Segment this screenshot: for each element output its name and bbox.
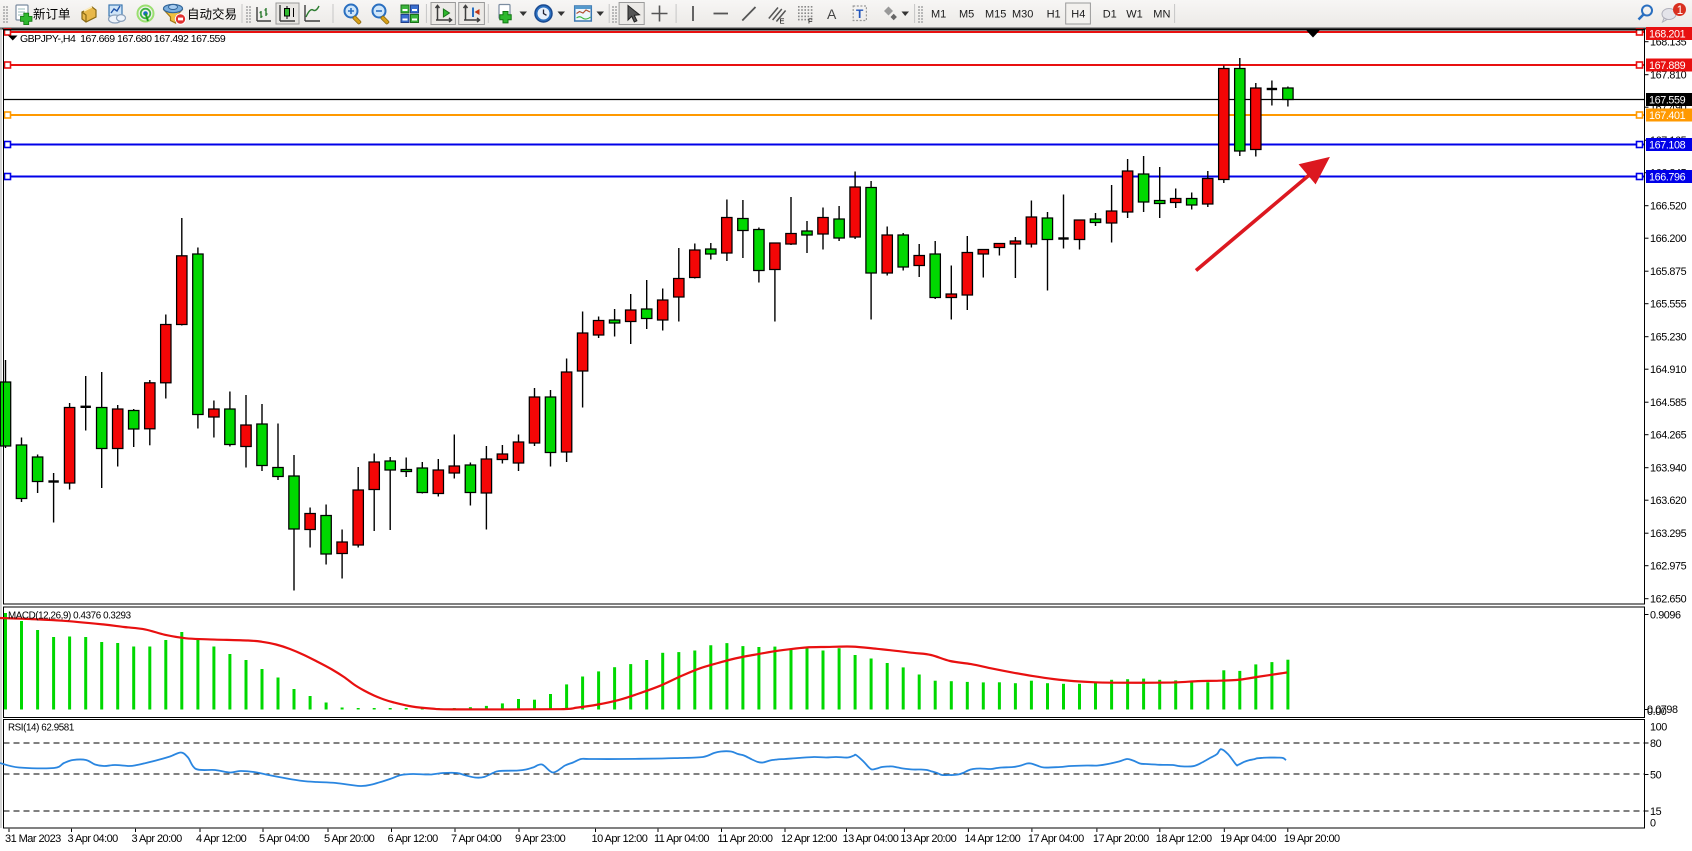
svg-text:M5: M5 [959,9,974,21]
svg-text:163.295: 163.295 [1650,528,1687,540]
svg-text:GBPJPY-,H4 167.669 167.680 16: GBPJPY-,H4 167.669 167.680 167.492 167.5… [20,33,226,45]
svg-text:31 Mar 2023: 31 Mar 2023 [5,833,61,845]
svg-text:RSI(14) 62.9581: RSI(14) 62.9581 [8,723,74,734]
svg-text:17 Apr 20:00: 17 Apr 20:00 [1093,833,1149,845]
svg-text:19 Apr 04:00: 19 Apr 04:00 [1220,833,1276,845]
svg-text:50: 50 [1650,770,1662,782]
svg-text:自动交易: 自动交易 [187,7,237,22]
svg-text:15: 15 [1650,806,1662,818]
svg-text:164.585: 164.585 [1650,397,1687,409]
svg-text:5 Apr 20:00: 5 Apr 20:00 [324,833,375,845]
svg-text:9 Apr 23:00: 9 Apr 23:00 [515,833,566,845]
svg-text:13 Apr 04:00: 13 Apr 04:00 [843,833,899,845]
svg-text:164.910: 164.910 [1650,364,1687,376]
svg-text:0.00: 0.00 [1647,706,1667,718]
svg-text:H4: H4 [1071,9,1085,21]
svg-text:0.9096: 0.9096 [1650,610,1681,622]
svg-text:162.650: 162.650 [1650,594,1687,606]
svg-text:80: 80 [1650,738,1662,750]
svg-text:167.108: 167.108 [1649,140,1686,152]
svg-text:1: 1 [1677,5,1683,17]
svg-text:W1: W1 [1126,9,1143,21]
svg-text:19 Apr 20:00: 19 Apr 20:00 [1284,833,1340,845]
svg-text:163.940: 163.940 [1650,463,1687,475]
svg-text:MACD(12,26,9) 0.4376 0.3293: MACD(12,26,9) 0.4376 0.3293 [8,611,132,622]
svg-text:M1: M1 [931,9,946,21]
svg-text:12 Apr 12:00: 12 Apr 12:00 [781,833,837,845]
svg-text:100: 100 [1650,722,1667,734]
svg-text:164.265: 164.265 [1650,430,1687,442]
svg-text:11 Apr 04:00: 11 Apr 04:00 [654,833,709,845]
svg-text:4 Apr 12:00: 4 Apr 12:00 [196,833,247,845]
svg-text:163.620: 163.620 [1650,495,1687,507]
svg-text:6 Apr 12:00: 6 Apr 12:00 [388,833,439,845]
svg-text:168.201: 168.201 [1649,29,1686,41]
svg-text:M30: M30 [1012,9,1033,21]
svg-text:0.0798: 0.0798 [1647,704,1678,716]
svg-text:E: E [780,17,785,26]
svg-text:3 Apr 04:00: 3 Apr 04:00 [68,833,119,845]
svg-text:MN: MN [1153,9,1170,21]
svg-text:18 Apr 12:00: 18 Apr 12:00 [1156,833,1212,845]
svg-text:0: 0 [1650,817,1656,829]
svg-text:167.889: 167.889 [1649,60,1686,72]
svg-text:T: T [856,7,864,21]
svg-text:17 Apr 04:00: 17 Apr 04:00 [1028,833,1084,845]
svg-text:11 Apr 20:00: 11 Apr 20:00 [718,833,773,845]
svg-text:165.875: 165.875 [1650,266,1687,278]
svg-text:3 Apr 20:00: 3 Apr 20:00 [132,833,183,845]
svg-text:166.200: 166.200 [1650,233,1687,245]
svg-text:5 Apr 04:00: 5 Apr 04:00 [259,833,310,845]
svg-text:M15: M15 [985,9,1006,21]
svg-text:167.559: 167.559 [1649,95,1686,107]
svg-text:165.230: 165.230 [1650,332,1687,344]
svg-text:A: A [827,6,837,22]
svg-text:166.520: 166.520 [1650,201,1687,213]
svg-text:165.555: 165.555 [1650,299,1687,311]
svg-text:167.401: 167.401 [1649,110,1686,122]
svg-text:H1: H1 [1047,9,1061,21]
svg-text:D1: D1 [1103,9,1117,21]
svg-text:新订单: 新订单 [33,7,71,22]
svg-text:13 Apr 20:00: 13 Apr 20:00 [900,833,956,845]
svg-text:162.975: 162.975 [1650,561,1687,573]
svg-text:167.810: 167.810 [1650,70,1687,82]
svg-text:F: F [808,17,813,26]
svg-text:166.796: 166.796 [1649,172,1686,184]
svg-text:10 Apr 12:00: 10 Apr 12:00 [592,833,648,845]
svg-text:14 Apr 12:00: 14 Apr 12:00 [964,833,1020,845]
svg-text:7 Apr 04:00: 7 Apr 04:00 [451,833,502,845]
